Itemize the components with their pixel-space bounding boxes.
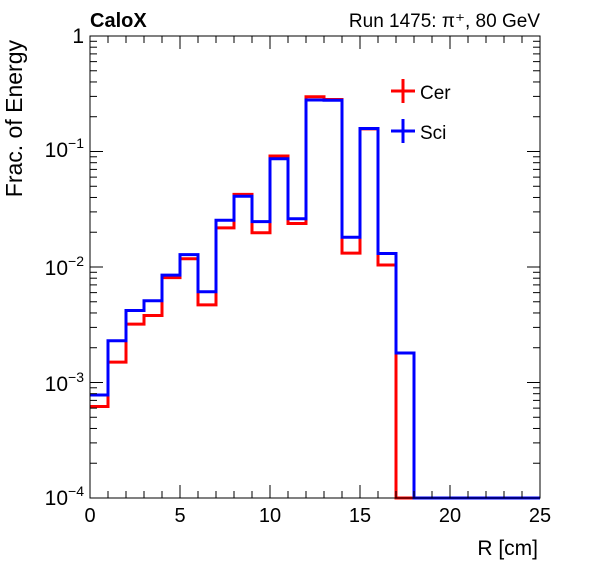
y-axis-label: Frac. of Energy	[1, 40, 27, 198]
y-tick-label: 10−3	[45, 369, 85, 396]
legend: Cer Sci	[391, 79, 451, 144]
y-tick-label: 10−4	[45, 483, 85, 510]
series-sci-line	[90, 98, 540, 500]
legend-cer-label: Cer	[420, 83, 451, 104]
x-tick-label: 25	[529, 505, 551, 527]
y-tick-label: 1	[72, 25, 84, 48]
series-cer-line	[90, 95, 540, 500]
axis-tick-labels: 0 5 10 15 20 25 10−4 10−3 10−2 10−1 1	[45, 25, 551, 527]
x-tick-label: 20	[439, 505, 461, 527]
x-axis-label: R [cm]	[477, 537, 538, 560]
axis-ticks	[89, 35, 541, 499]
plot-frame	[89, 35, 541, 499]
y-tick-label: 10−1	[45, 135, 85, 162]
x-tick-label: 5	[174, 505, 185, 527]
x-tick-label: 10	[259, 505, 281, 527]
chart-title-right: Run 1475: π⁺, 80 GeV	[349, 11, 540, 32]
x-tick-label: 15	[349, 505, 371, 527]
chart-title-left: CaloX	[90, 10, 147, 32]
x-tick-label: 0	[84, 505, 95, 527]
legend-sci-label: Sci	[420, 123, 446, 144]
y-tick-label: 10−2	[45, 253, 85, 280]
